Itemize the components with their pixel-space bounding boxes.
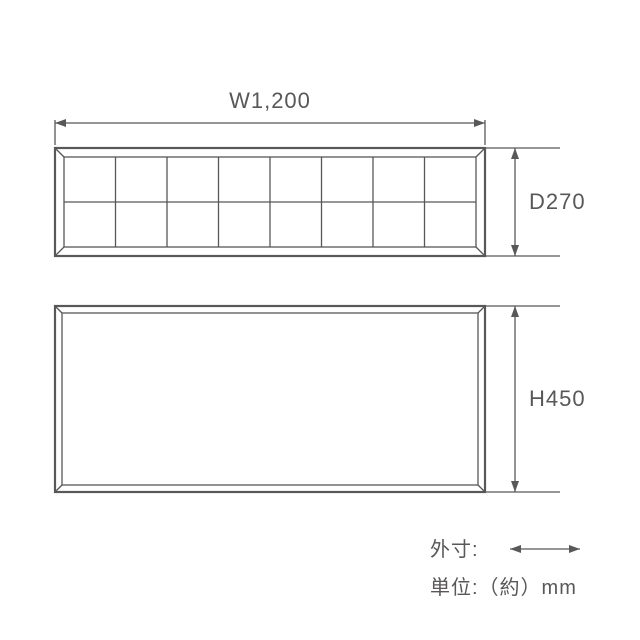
depth-label: D270 <box>529 189 586 214</box>
legend: 外寸: 単位:（約）mm <box>430 538 580 599</box>
dimension-diagram: W1,200 D270 H450 外寸: 単位:（約）mm <box>0 0 640 640</box>
legend-outer-label: 外寸: <box>430 538 479 561</box>
width-dimension: W1,200 <box>55 88 485 145</box>
top-view <box>55 148 485 256</box>
legend-unit-label: 単位:（約）mm <box>430 576 577 599</box>
height-label: H450 <box>529 386 586 411</box>
front-view <box>55 306 485 492</box>
height-dimension: H450 <box>485 306 586 492</box>
width-label: W1,200 <box>229 88 311 113</box>
depth-dimension: D270 <box>485 148 586 256</box>
